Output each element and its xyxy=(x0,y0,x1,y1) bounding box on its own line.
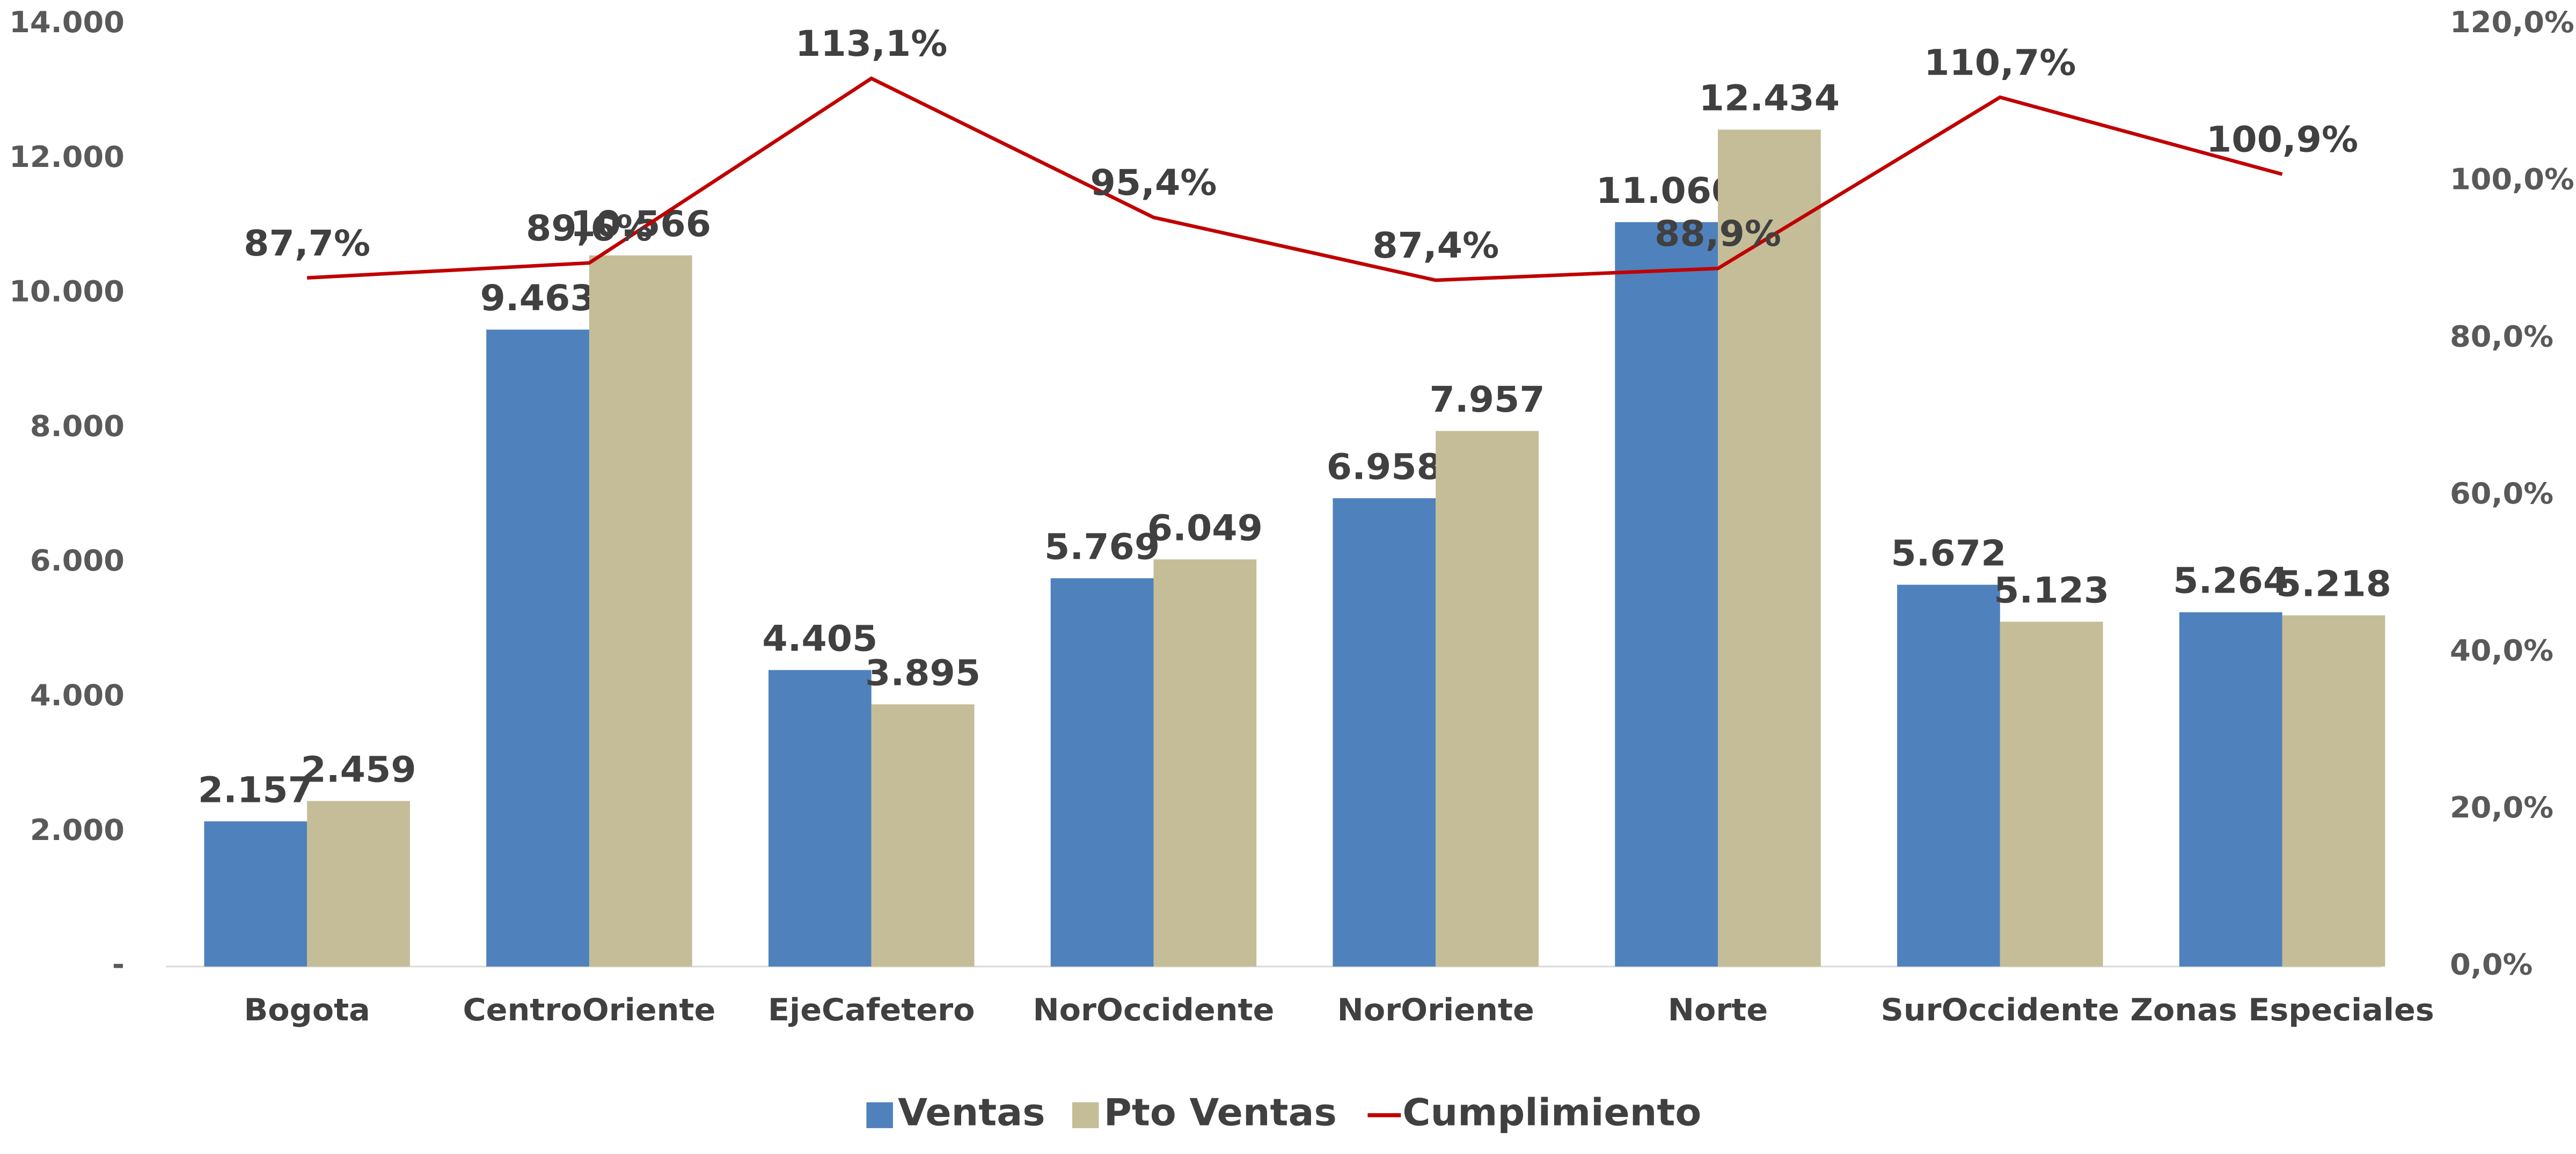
y2-tick-label: 0,0% xyxy=(2450,947,2533,981)
data-label: 5.769 xyxy=(1044,526,1160,567)
data-label: 6.958 xyxy=(1327,446,1442,487)
data-label: 5.672 xyxy=(1891,532,2006,574)
x-tick-label: Norte xyxy=(1668,992,1768,1028)
legend-swatch xyxy=(1072,1102,1099,1128)
x-tick-label: NorOccidente xyxy=(1033,992,1275,1028)
line xyxy=(306,76,2283,282)
data-label: 3.895 xyxy=(865,652,980,693)
data-label: 10.566 xyxy=(570,203,711,245)
bar xyxy=(1333,498,1436,967)
y-tick-label: 6.000 xyxy=(30,544,125,578)
y2-tick-label: 60,0% xyxy=(2450,477,2553,510)
data-label: 9.463 xyxy=(480,277,595,319)
x-tick-label: Bogota xyxy=(244,992,370,1028)
y-tick-label: - xyxy=(112,947,125,981)
y2-tick-label: 100,0% xyxy=(2450,162,2574,196)
data-label: 5.218 xyxy=(2276,563,2391,604)
bar xyxy=(204,821,308,967)
data-label: 89,6% xyxy=(526,208,653,249)
data-label: 95,4% xyxy=(1091,162,1217,203)
data-label: 5.264 xyxy=(2173,560,2288,602)
y-tick-label: 2.000 xyxy=(30,813,125,847)
bar xyxy=(589,255,692,967)
y2-tick-label: 40,0% xyxy=(2450,633,2553,667)
legend-label: Pto Ventas xyxy=(1104,1091,1337,1134)
bar xyxy=(1436,430,1539,967)
y2-tick-label: 120,0% xyxy=(2450,5,2574,39)
bar xyxy=(768,670,872,967)
y-tick-label: 10.000 xyxy=(9,274,125,308)
bar xyxy=(486,330,589,967)
y2-tick-label: 80,0% xyxy=(2450,319,2553,353)
bar xyxy=(1153,559,1257,967)
data-label: 6.049 xyxy=(1147,507,1263,549)
bar xyxy=(871,704,975,967)
data-label: 100,9% xyxy=(2206,119,2358,160)
data-label: 110,7% xyxy=(1924,42,2076,83)
y-tick-label: 8.000 xyxy=(30,409,125,443)
bar xyxy=(1050,578,1154,967)
data-label: 2.157 xyxy=(198,769,313,810)
data-label: 113,1% xyxy=(795,23,947,64)
y2-tick-label: 20,0% xyxy=(2450,791,2553,824)
data-label: 87,4% xyxy=(1372,225,1499,266)
legend-label: Ventas xyxy=(898,1091,1045,1134)
bar xyxy=(2179,612,2282,967)
x-tick-label: SurOccidente xyxy=(1881,992,2120,1028)
data-label: 2.459 xyxy=(301,749,416,790)
data-label: 5.123 xyxy=(1994,569,2109,611)
data-label: 12.434 xyxy=(1699,77,1840,119)
data-label: 7.957 xyxy=(1430,379,1545,420)
x-tick-label: NorOriente xyxy=(1337,992,1534,1028)
y-tick-label: 4.000 xyxy=(30,678,125,712)
legend-swatch xyxy=(866,1102,893,1128)
y-tick-label: 12.000 xyxy=(9,140,125,174)
bar xyxy=(2282,615,2385,967)
x-tick-label: Zonas Especiales xyxy=(2130,992,2434,1028)
bar xyxy=(1718,129,1821,967)
legend-label: Cumplimiento xyxy=(1402,1091,1701,1134)
data-label: 87,7% xyxy=(244,223,370,264)
bar xyxy=(307,801,410,967)
bar xyxy=(1897,585,2000,967)
x-tick-label: CentroOriente xyxy=(463,992,715,1028)
y-tick-label: 14.000 xyxy=(9,5,125,39)
bar xyxy=(2000,622,2103,967)
x-tick-label: EjeCafetero xyxy=(768,992,975,1028)
data-label: 4.405 xyxy=(762,618,877,659)
data-label: 88,9% xyxy=(1655,213,1781,254)
bar xyxy=(1615,222,1718,967)
data-label: 11.060 xyxy=(1596,170,1737,211)
